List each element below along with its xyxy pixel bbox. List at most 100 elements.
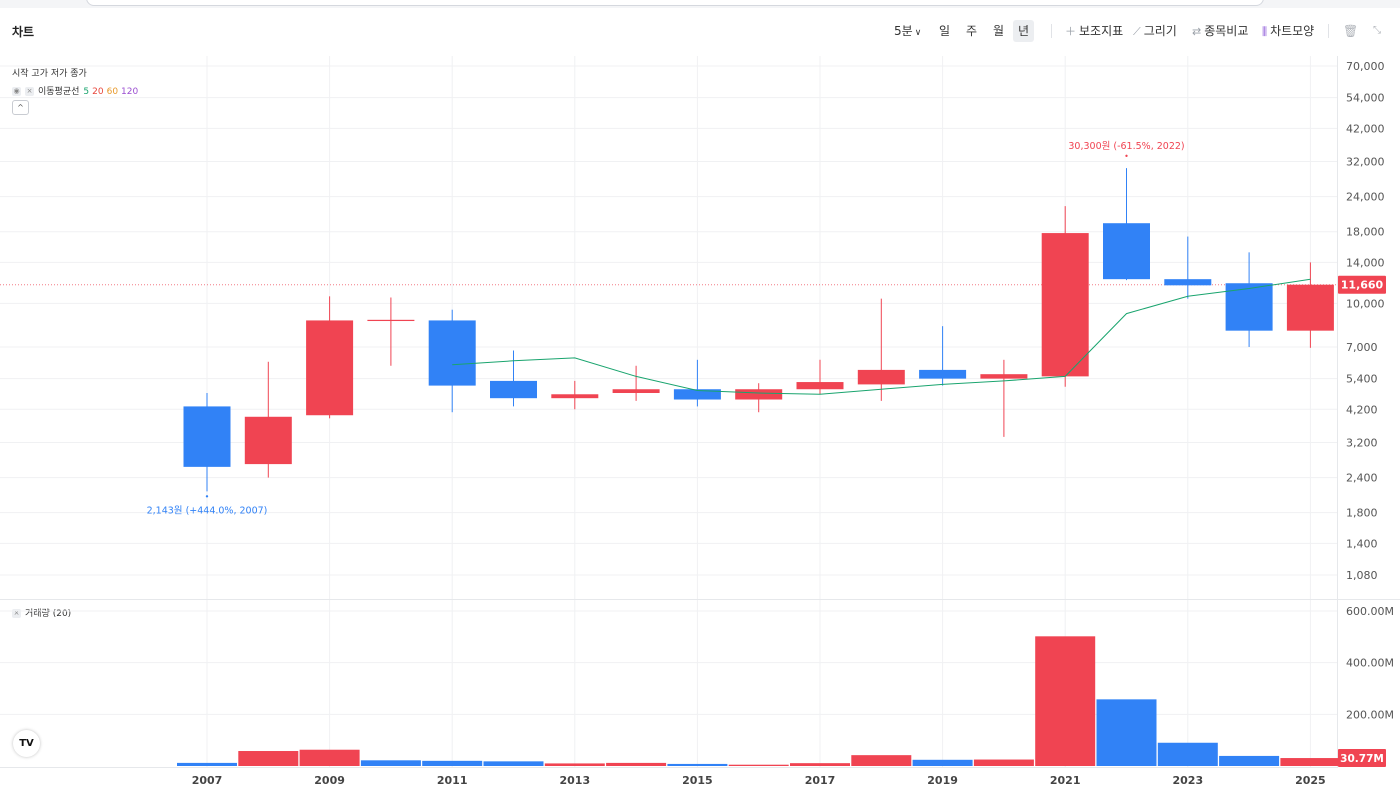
volume-bar [667,763,728,766]
close-icon[interactable]: × [12,609,21,618]
x-tick-label: 2007 [192,774,223,787]
tradingview-logo: TV [13,730,40,757]
price-tick-label: 1,400 [1346,537,1378,550]
x-tick-label: 2009 [314,774,345,787]
price-tick-label: 5,400 [1346,373,1378,386]
candle-body [183,406,231,467]
current-volume-label: 30.77M [1340,753,1384,765]
interval-week-button[interactable]: 주 [966,24,978,38]
indicator-button[interactable]: ＋ 보조지표 [1060,20,1128,42]
candle-body [367,319,415,322]
candle-body [796,382,844,390]
volume-bar [483,761,544,766]
x-tick-label: 2015 [682,774,713,787]
trash-icon[interactable]: 🗑 [1343,24,1359,38]
x-tick-label: 2021 [1050,774,1081,787]
draw-button[interactable]: ⟋ 그리기 [1128,20,1182,42]
eye-icon[interactable]: ◉ [12,87,21,96]
x-tick-label: 2025 [1295,774,1326,787]
ma-legend-label: 이동평균선 [38,87,80,97]
price-tick-label: 4,200 [1346,403,1378,416]
candle-body [980,374,1028,379]
price-tick-label: 32,000 [1346,156,1385,169]
price-tick-label: 3,200 [1346,436,1378,449]
candle-body [857,369,905,385]
price-tick-label: 24,000 [1346,191,1385,204]
price-tick-label: 14,000 [1346,256,1385,269]
legend-collapse-button[interactable]: ^ [12,100,29,115]
interval-day-button[interactable]: 일 [939,24,951,38]
chart-toolbar: 차트 5분 ∨ 일 주 월 년 ＋ 보조지표 ⟋ 그리기 ⇄ 종목비교 ⫼ 차트모양 🗑 … [0,8,1400,54]
volume-bar [422,760,483,766]
price-tick-label: 1,080 [1346,569,1378,582]
volume-bar [912,759,973,766]
x-tick-label: 2011 [437,774,468,787]
compare-icon: ⇄ [1192,25,1202,38]
candle-body [1225,283,1273,331]
x-tick-label: 2023 [1172,774,1203,787]
price-tick-label: 10,000 [1346,297,1385,310]
candle-icon: ⫼ [1262,25,1268,38]
x-tick-label: 2013 [559,774,590,787]
ma-legend: ◉ × 이동평균선 5 20 60 120 [12,84,142,97]
price-tick-label: 7,000 [1346,341,1378,354]
x-tick-label: 2017 [805,774,836,787]
current-price-badge [1338,275,1386,294]
price-tick-label: 2,400 [1346,472,1378,485]
candle-body [1286,284,1334,331]
candle-body [306,320,354,416]
plus-icon: ＋ [1065,25,1076,38]
chart-title: 차트 [12,25,35,39]
x-tick-label: 2019 [927,774,958,787]
interval-5min-dropdown[interactable]: 5분 ∨ [889,20,926,42]
volume-bar [1157,742,1218,766]
volume-legend-label: 거래량 (20) [25,609,72,619]
price-tick-label: 70,000 [1346,60,1385,73]
low-annotation-marker: • [205,492,210,501]
candle-body [919,369,967,379]
low-annotation: 2,143원 (+444.0%, 2007) [147,505,268,516]
candle-body [1103,223,1150,280]
candle-body [673,389,721,400]
volume-bar [1280,758,1341,766]
volume-tick-label: 600.00M [1346,605,1394,618]
draw-label: 그리기 [1143,24,1177,38]
volume-tick-label: 400.00M [1346,657,1394,670]
volume-bar [299,749,360,766]
close-icon[interactable]: × [25,87,34,96]
collapse-icon[interactable]: ⤡ [1373,25,1381,36]
volume-bar [1035,636,1096,766]
interval-month-button[interactable]: 월 [993,24,1005,38]
ma5-label: 5 [83,87,90,97]
candle-body [490,380,537,399]
chart-style-button[interactable]: ⫼ 차트모양 [1257,20,1319,42]
pencil-icon: ⟋ [1133,25,1141,38]
volume-bar [606,762,667,766]
compare-label: 종목비교 [1204,24,1249,38]
price-tick-label: 1,800 [1346,507,1378,520]
candle-body [244,416,292,465]
volume-bar [1219,755,1280,766]
chevron-down-icon: ∨ [914,28,922,38]
price-tick-label: 18,000 [1346,226,1385,239]
candle-body [551,394,599,399]
high-annotation-marker: • [1124,152,1129,161]
volume-bar [360,760,421,766]
volume-bar [728,764,789,766]
candle-body [612,389,660,393]
candle-body [428,320,476,386]
high-annotation: 30,300원 (-61.5%, 2022) [1068,141,1184,152]
ma5-line [452,278,1311,395]
interval-year-button[interactable]: 년 [1013,20,1035,42]
volume-bar [851,755,912,766]
volume-bar [973,759,1034,766]
volume-bar [177,762,237,766]
price-tick-label: 54,000 [1346,92,1385,105]
compare-button[interactable]: ⇄ 종목비교 [1187,20,1253,42]
browser-strip [0,0,1400,8]
price-tick-label: 42,000 [1346,122,1385,135]
volume-bar [1096,699,1157,766]
volume-tick-label: 200.00M [1346,708,1394,721]
interval-5min-label: 5분 [894,24,913,38]
